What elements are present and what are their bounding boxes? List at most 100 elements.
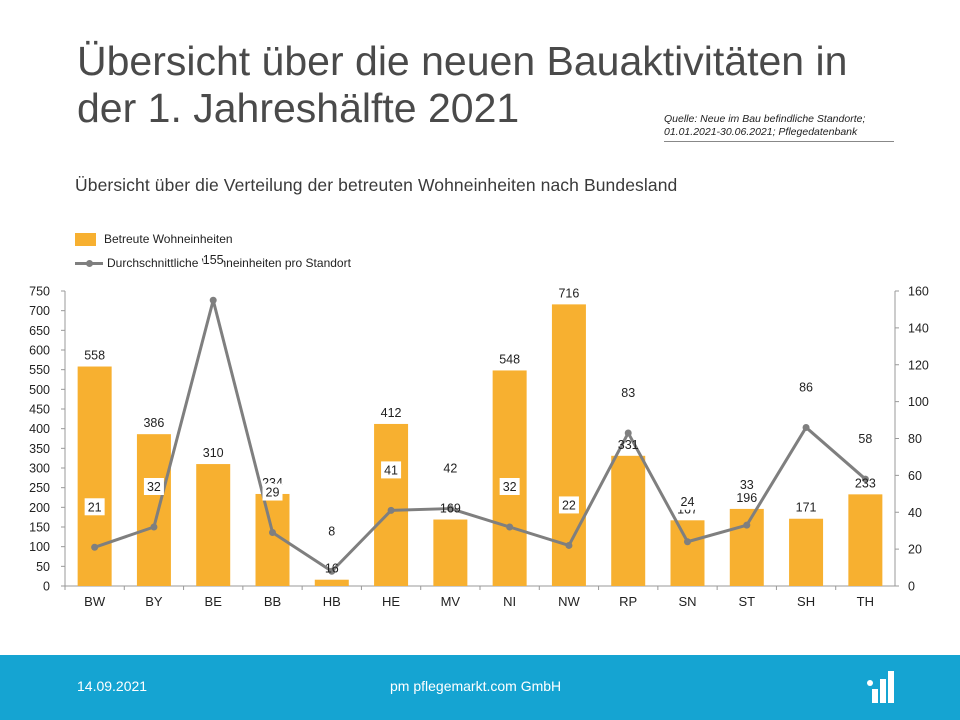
left-axis-tick-label: 150 (29, 521, 50, 535)
x-axis-tick-label: SN (678, 594, 696, 609)
chart-subtitle: Übersicht über die Verteilung der betreu… (75, 175, 678, 195)
bar-be (196, 464, 231, 586)
line-data-label: 155 (203, 253, 224, 267)
left-axis-tick-label: 100 (29, 540, 50, 554)
left-axis-tick-label: 550 (29, 363, 50, 377)
line-data-label: 22 (562, 498, 576, 512)
pflegemarkt-logo-icon (867, 671, 894, 703)
source-note: Quelle: Neue im Bau befindliche Standort… (664, 113, 904, 139)
x-axis-tick-label: NW (558, 594, 580, 609)
bar-data-label: 310 (203, 446, 224, 460)
bar-sn (670, 520, 705, 586)
bar-mv (433, 519, 468, 586)
left-axis-tick-label: 50 (36, 560, 50, 574)
line-data-label-bg (677, 492, 698, 510)
line-data-label-bg (499, 478, 520, 495)
line-data-label: 32 (503, 480, 517, 494)
line-point-bw (91, 543, 99, 551)
line-data-label-bg (796, 378, 817, 396)
line-point-bb (269, 529, 276, 537)
line-data-label: 83 (621, 386, 635, 400)
bar-sh (789, 518, 824, 586)
left-axis-tick-label: 250 (29, 481, 50, 495)
line-data-label-bg (381, 461, 402, 479)
bar-data-label: 558 (84, 349, 105, 363)
left-axis-tick-label: 300 (29, 462, 50, 476)
x-axis-tick-label: BB (264, 594, 281, 609)
x-axis-tick-label: SH (797, 594, 815, 609)
bar-data-label: 548 (499, 352, 520, 366)
right-axis-tick-label: 20 (908, 543, 922, 557)
line-data-label-bg (618, 383, 639, 401)
line-data-label-bg (440, 459, 461, 477)
bar-hb (314, 579, 349, 586)
footer-bar: 14.09.2021 pm pflegemarkt.com GmbH (0, 655, 960, 720)
left-axis-tick-label: 500 (29, 383, 50, 397)
line-series-path (94, 298, 867, 573)
bar-nw (551, 304, 586, 586)
left-axis-tick-label: 0 (43, 580, 50, 594)
x-axis-tick-label: ST (738, 594, 755, 609)
page-title-line-2: der 1. Jahreshälfte 2021 (77, 85, 520, 131)
bar-bw (77, 366, 112, 586)
bar-data-label: 412 (381, 406, 402, 420)
bar-data-label: 16 (325, 562, 339, 576)
line-data-label-bg (203, 251, 224, 269)
legend-line-marker (75, 256, 103, 270)
left-axis-tick-label: 700 (29, 304, 50, 318)
bar-rp (611, 455, 646, 586)
line-point-th (861, 475, 869, 483)
line-data-label: 29 (266, 486, 280, 500)
bar-data-label: 196 (736, 491, 757, 505)
right-axis-tick-label: 40 (908, 506, 922, 520)
line-data-label: 21 (88, 500, 102, 514)
page-title-line-1: Übersicht über die neuen Bauaktivitäten … (77, 38, 848, 84)
line-point-mv (446, 505, 454, 513)
right-axis-tick-label: 160 (908, 285, 929, 299)
right-axis-tick-label: 80 (908, 432, 922, 446)
combo-chart: 0501001502002503003504004505005506006507… (29, 251, 929, 609)
line-data-label-bg (558, 496, 579, 514)
line-data-label: 58 (858, 432, 872, 446)
line-point-sh (802, 423, 810, 431)
right-axis-tick-label: 120 (908, 358, 929, 372)
line-point-st (743, 521, 751, 529)
right-axis-tick-label: 100 (908, 395, 929, 409)
bar-th (848, 494, 883, 586)
line-data-label: 42 (443, 462, 457, 476)
line-point-be (209, 296, 217, 304)
line-data-label: 33 (740, 478, 754, 492)
x-axis-tick-label: BY (145, 594, 163, 609)
bar-by (136, 434, 171, 586)
x-axis-tick-label: BW (84, 594, 106, 609)
bar-data-label: 171 (796, 501, 817, 515)
line-data-label: 41 (384, 463, 398, 477)
legend-item-bars: Betreute Wohneinheiten (75, 232, 233, 246)
line-point-by (150, 523, 158, 531)
line-data-label: 8 (328, 524, 335, 538)
bar-data-label: 169 (440, 502, 461, 516)
x-axis-tick-label: TH (857, 594, 874, 609)
header-divider (664, 141, 894, 142)
line-point-sn (684, 538, 691, 546)
line-point-hb (328, 567, 336, 575)
line-data-label-bg (84, 498, 105, 516)
line-point-ni (506, 523, 514, 531)
footer-date: 14.09.2021 (77, 678, 148, 694)
source-note-line-2: 01.01.2021-30.06.2021; Pflegedatenbank (664, 126, 858, 138)
bar-st (729, 508, 764, 586)
x-axis-tick-label: HB (323, 594, 341, 609)
left-axis-tick-label: 350 (29, 442, 50, 456)
line-data-label: 24 (681, 495, 695, 509)
legend-bar-label: Betreute Wohneinheiten (104, 232, 233, 246)
bar-data-label: 233 (855, 476, 876, 490)
left-axis-tick-label: 750 (29, 285, 50, 299)
right-axis-tick-label: 0 (908, 580, 915, 594)
line-data-label-bg (736, 476, 757, 494)
line-data-label-bg (855, 430, 876, 448)
left-axis-tick-label: 400 (29, 422, 50, 436)
x-axis-tick-label: MV (441, 594, 461, 609)
legend-item-line: Durchschnittliche Wohneinheiten pro Stan… (75, 256, 351, 270)
left-axis-tick-label: 650 (29, 324, 50, 338)
right-axis-tick-label: 60 (908, 469, 922, 483)
